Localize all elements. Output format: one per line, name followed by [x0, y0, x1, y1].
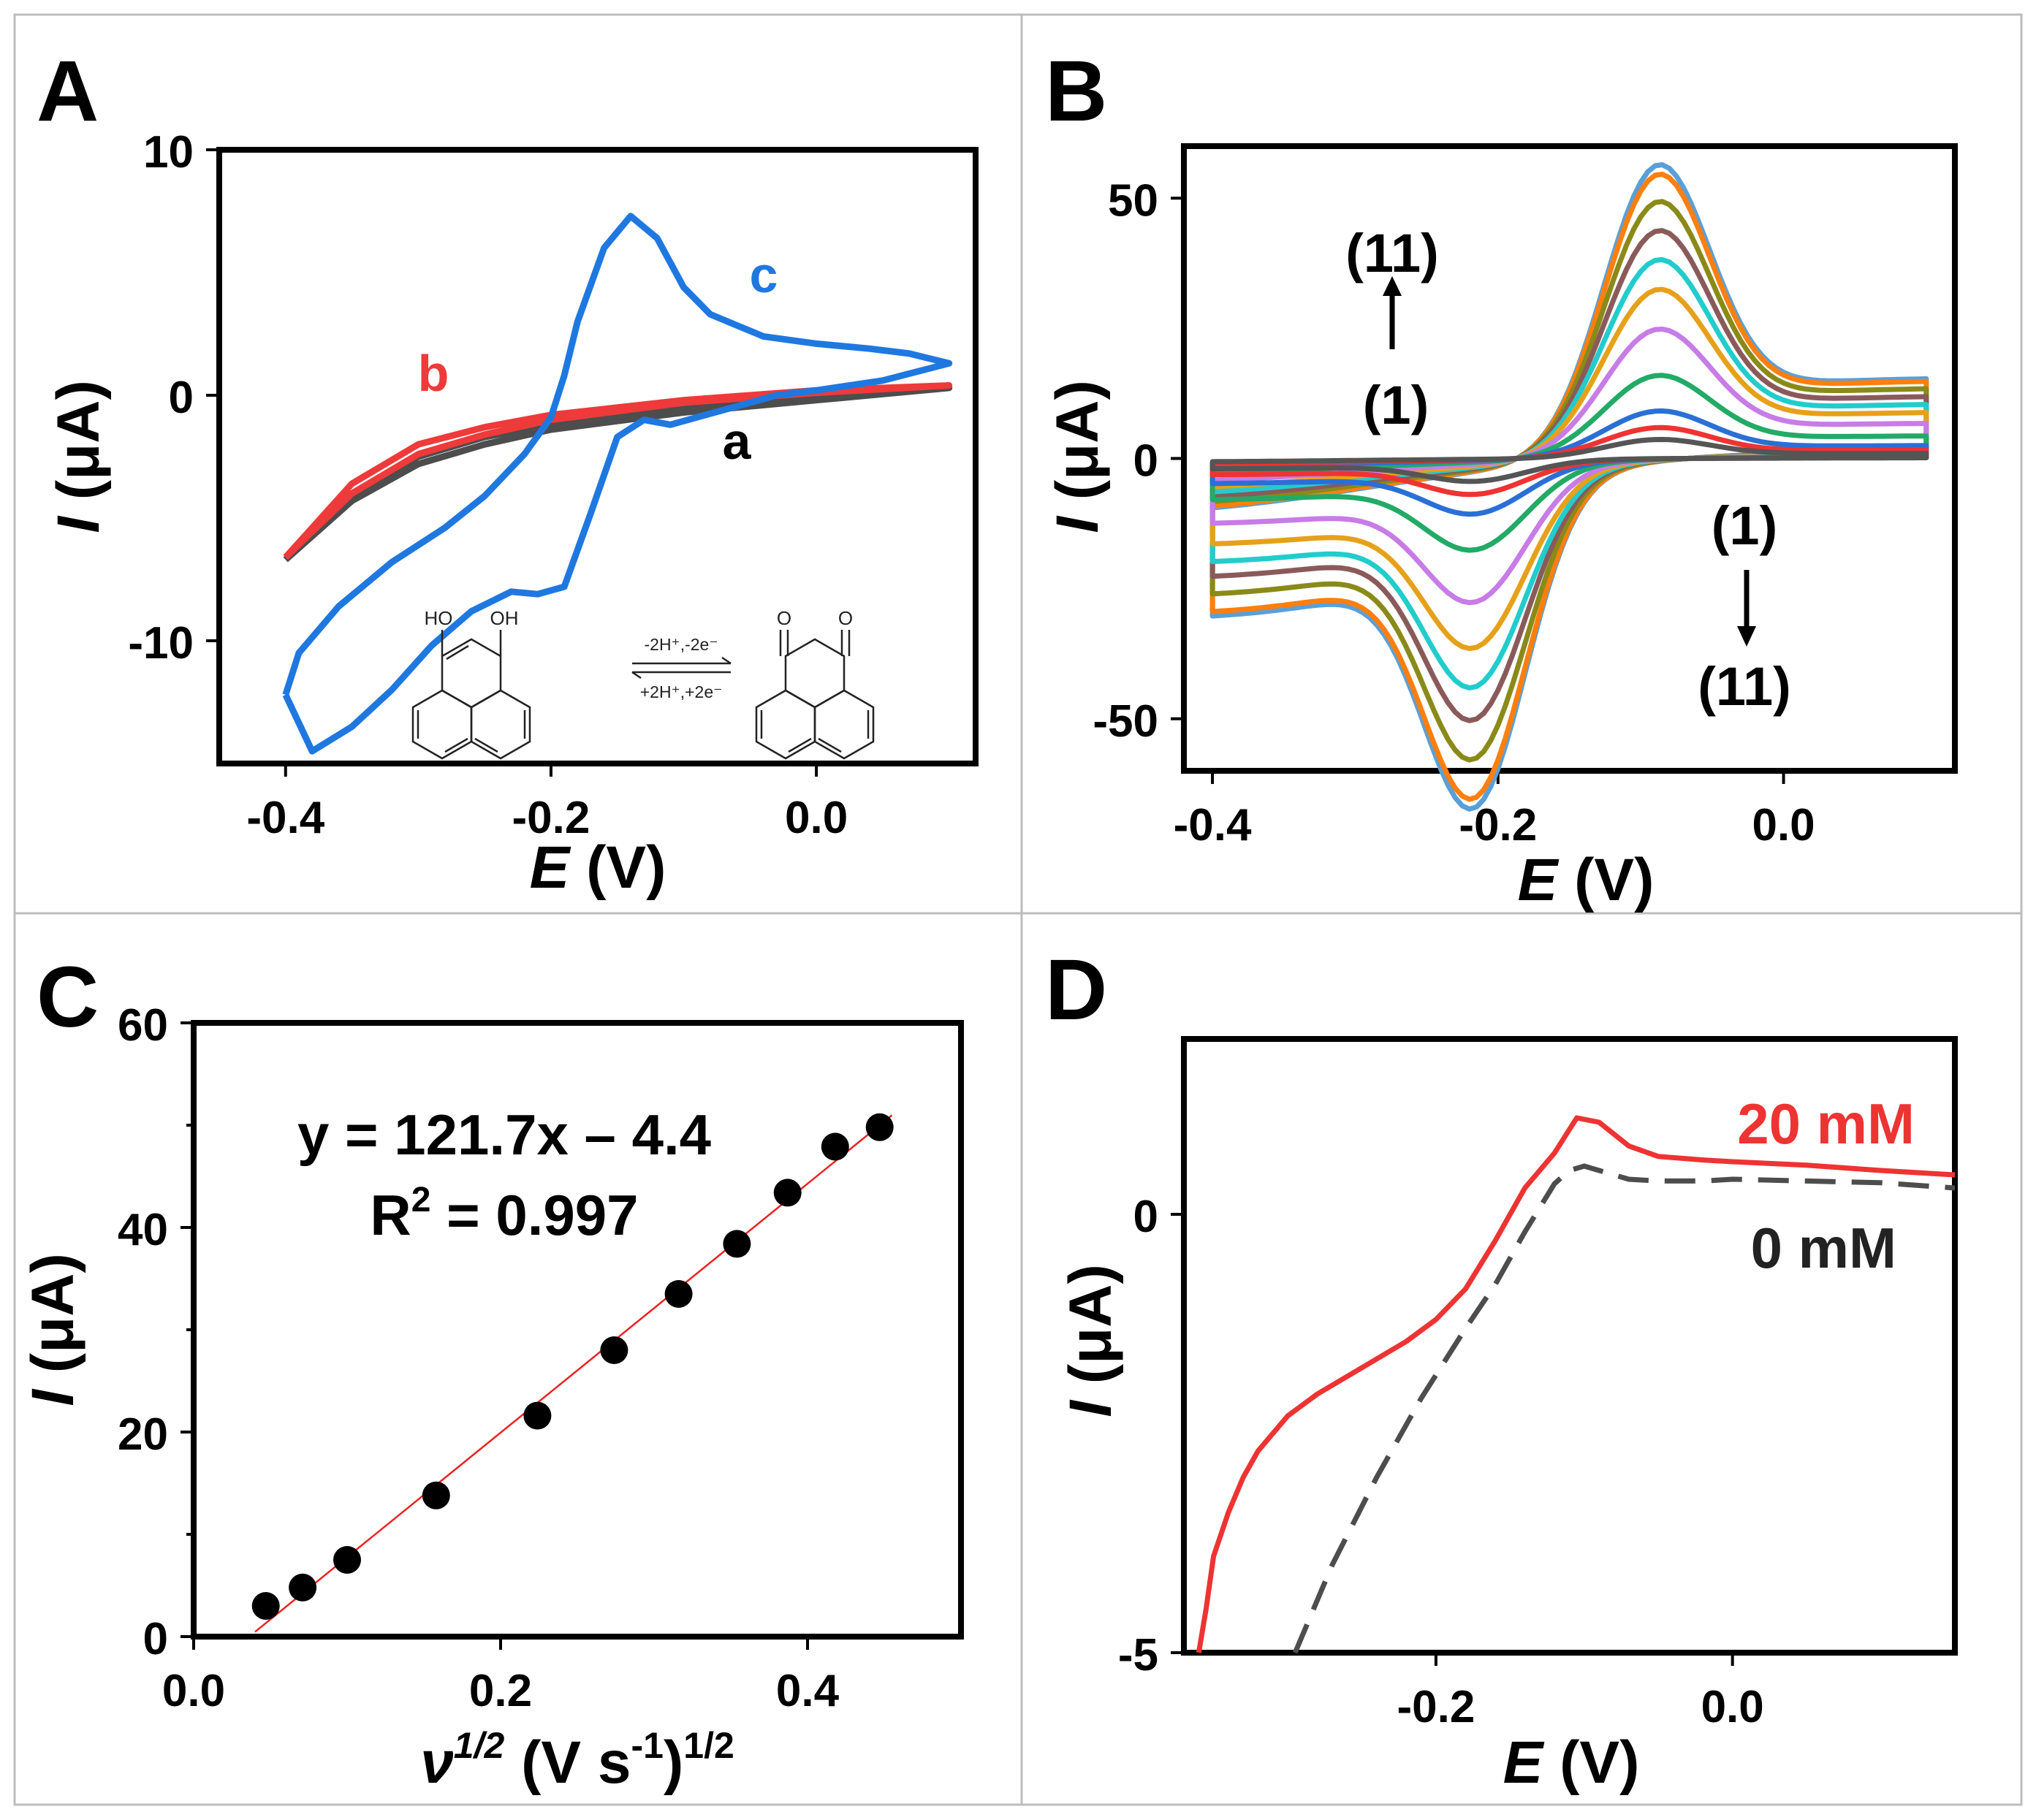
panel-b-ytick-label: -50	[1093, 696, 1158, 747]
panel-b-xtick-label: -0.4	[1174, 800, 1252, 850]
reaction-scheme: HO OH -2H⁺,-2e⁻ +2H⁺,+2e⁻	[411, 607, 875, 760]
panel-d: D -0.2 0.0 0 -5 20 mM 0 mM E (V) I (μA)	[1045, 942, 1958, 1796]
panel-b-scan-1	[1209, 437, 1929, 484]
panel-a-label-c: c	[750, 246, 778, 303]
scheme-ho-label: HO	[425, 607, 453, 629]
panel-b-label-top-1: (1)	[1363, 375, 1429, 435]
panel-c-data-point	[422, 1481, 450, 1509]
scheme-equilibrium-arrows	[631, 656, 732, 679]
panel-b-label-bottom-1: (1)	[1712, 495, 1777, 556]
panel-c-r2: R2 = 0.997	[370, 1181, 638, 1247]
panel-c-ytick-label: 0	[143, 1614, 168, 1664]
panel-c-points	[251, 1113, 894, 1620]
scheme-forward-label: -2H⁺,-2e⁻	[645, 635, 718, 654]
scheme-oh-label: OH	[490, 607, 519, 629]
panel-c-ytick-label: 40	[118, 1205, 168, 1255]
panel-b-xlabel: E (V)	[1518, 847, 1655, 913]
panel-d-frame	[1020, 912, 2023, 1806]
panel-d-ytick-label: 0	[1133, 1192, 1158, 1242]
panel-c-xtick-label: 0.0	[162, 1666, 225, 1716]
panel-c-data-point	[289, 1573, 317, 1602]
panel-d-legend-0mm: 0 mM	[1751, 1216, 1896, 1280]
panel-a-ylabel: I (μA)	[45, 380, 112, 533]
panel-d-ytick-label: -5	[1118, 1630, 1158, 1680]
panel-b-series	[1209, 162, 1929, 812]
panel-a-ytick-label: -10	[128, 618, 194, 669]
panel-a-xlabel: E (V)	[530, 834, 666, 901]
panel-c-data-point	[251, 1592, 280, 1620]
panel-c-data-point	[865, 1113, 894, 1141]
panel-a-letter: A	[37, 43, 99, 140]
panel-c-ticks: 0.0 0.2 0.4 0 20 40 60	[118, 1000, 840, 1716]
scheme-backward-label: +2H⁺,+2e⁻	[640, 682, 723, 701]
panel-c-data-point	[600, 1336, 628, 1364]
panel-c-ytick-label: 20	[118, 1409, 168, 1460]
panel-a-curve-c	[282, 213, 953, 755]
panel-d-legend-20mm: 20 mM	[1737, 1092, 1915, 1156]
panel-a-xtick-label: -0.2	[512, 793, 590, 843]
panel-b-ytick-label: 0	[1133, 436, 1158, 487]
panel-a-series	[282, 213, 953, 755]
panel-c-xtick-label: 0.4	[776, 1666, 840, 1716]
panel-c-xlabel: ν1/2 (V s-1)1/2	[420, 1725, 734, 1796]
scheme-ketone-o-right: O	[838, 607, 853, 629]
panel-b-label-top-11: (11)	[1345, 223, 1439, 283]
panel-a-ticks: -0.4 -0.2 0.0 10 0 -10	[128, 127, 848, 843]
panel-d-xtick-label: -0.2	[1397, 1682, 1475, 1732]
panel-c: C 0.0 0.2 0.4 0 20 40 60 y = 121.7x – 4.4 R2 =…	[20, 949, 964, 1796]
panel-c-data-point	[523, 1401, 552, 1430]
panel-c-data-point	[723, 1230, 751, 1258]
panel-a-ytick-label: 0	[169, 373, 194, 423]
panel-c-xtick-label: 0.2	[469, 1666, 532, 1716]
panel-a-plot-frame	[216, 147, 979, 766]
panel-a-xtick-label: 0.0	[785, 793, 848, 843]
panel-a: A -0.4 -0.2 0.0 10 0 -10 b a c E (V) I (μA)	[37, 43, 979, 901]
panel-b-ylabel: I (μA)	[1044, 380, 1111, 533]
panel-a-label-b: b	[418, 345, 449, 402]
panel-a-label-a: a	[723, 413, 752, 470]
panel-d-curve-0-mm	[1292, 1163, 1956, 1654]
panel-d-xlabel: E (V)	[1503, 1729, 1640, 1796]
phenanthrenediol-structure	[411, 630, 531, 760]
panel-a-ytick-label: 10	[143, 127, 194, 178]
panel-d-plot-frame	[1181, 1036, 1958, 1656]
panel-c-data-point	[664, 1280, 693, 1308]
panel-b-label-bottom-11: (11)	[1698, 656, 1791, 717]
panel-c-data-point	[773, 1179, 802, 1207]
panel-c-equation: y = 121.7x – 4.4	[297, 1103, 711, 1167]
scheme-ketone-o-left: O	[777, 607, 791, 629]
panel-c-letter: C	[37, 949, 99, 1046]
panel-c-data-point	[821, 1132, 849, 1161]
panel-a-curve-b	[283, 382, 953, 560]
panel-b-arrow-up	[1383, 276, 1402, 349]
panel-d-letter: D	[1045, 942, 1107, 1038]
panel-b-frame	[1020, 13, 2023, 915]
panel-c-data-point	[333, 1546, 361, 1574]
panel-d-ylabel: I (μA)	[1057, 1264, 1124, 1417]
panel-d-series	[1196, 1115, 1956, 1654]
panel-b-xtick-label: 0.0	[1752, 800, 1815, 850]
panel-b-ytick-label: 50	[1108, 175, 1158, 226]
panel-b-letter: B	[1045, 43, 1107, 140]
panel-d-curve-20-mm	[1196, 1115, 1956, 1653]
panel-b-arrow-down	[1737, 570, 1756, 647]
panel-c-ylabel: I (μA)	[20, 1253, 86, 1406]
phenanthrenequinone-structure	[755, 630, 875, 760]
panel-d-xtick-label: 0.0	[1701, 1682, 1764, 1732]
panel-d-ticks: -0.2 0.0 0 -5	[1118, 1192, 1764, 1732]
panel-a-xtick-label: -0.4	[246, 793, 324, 843]
panel-c-ytick-label: 60	[118, 1000, 168, 1051]
